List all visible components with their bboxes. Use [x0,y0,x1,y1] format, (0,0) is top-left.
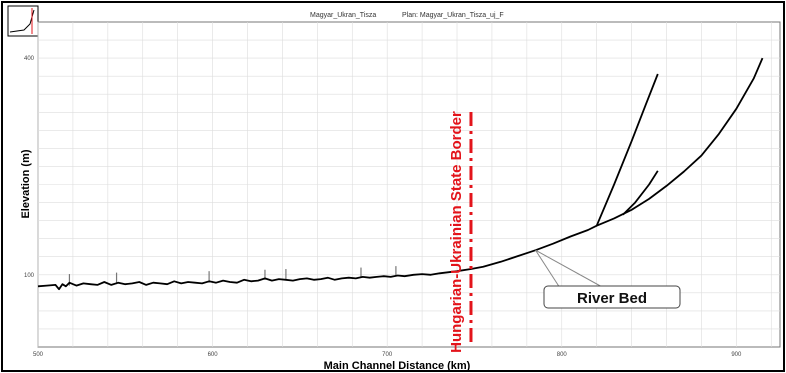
chart-title: Magyar_Ukran_Tisza [310,12,376,19]
legend-thumbnail [7,5,39,37]
y-tick-label: 400 [24,56,35,62]
callout-box [543,285,681,309]
x-tick-label: 600 [208,352,219,358]
river-bed-line [37,57,764,291]
state-border-label: Hungarian-Ukrainian State Border [448,111,465,353]
river-bed-callout: River Bed [535,249,681,309]
chart-subtitle: Plan: Magyar_Ukran_Tisza_uj_F [402,12,504,19]
x-tick-label: 700 [382,352,393,358]
x-tick-label: 500 [33,352,44,358]
y-tick-label: 100 [24,273,35,279]
callout-label: River Bed [577,290,647,307]
x-tick-label: 800 [557,352,568,358]
tick-labels: 500 600 700 800 900 100 400 [24,56,742,358]
x-tick-label: 900 [731,352,742,358]
x-axis-title: Main Channel Distance (km) [324,360,471,372]
callout-leader-line [535,249,561,289]
series-lines [37,57,764,291]
callout-leader-line [535,249,605,289]
legend-thumbnail-box [7,5,39,37]
tributary-line [622,170,659,216]
grid-lines [37,22,780,347]
tributary-line [595,73,659,227]
y-axis-title: Elevation (m) [20,149,32,218]
